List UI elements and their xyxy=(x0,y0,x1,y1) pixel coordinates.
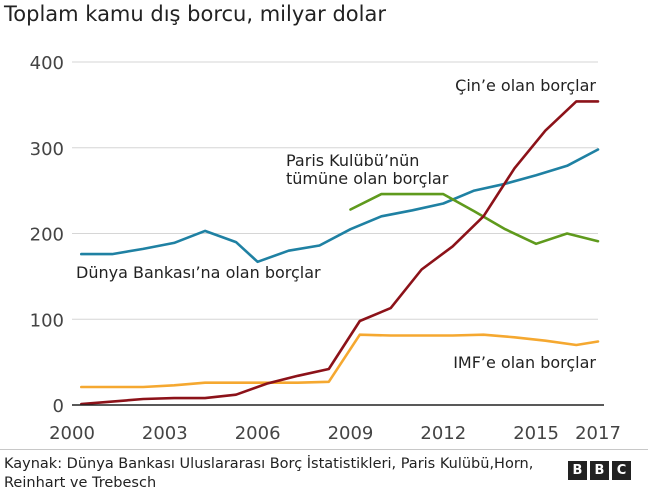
chart-title: Toplam kamu dış borcu, milyar dolar xyxy=(4,2,386,26)
y-tick-label-300: 300 xyxy=(30,139,64,160)
series-line-imf xyxy=(80,333,600,389)
x-tick-label-2000: 2000 xyxy=(49,423,95,444)
series-lines xyxy=(80,100,600,406)
x-tick-label-2012: 2012 xyxy=(420,423,466,444)
x-tick-label-2006: 2006 xyxy=(235,423,281,444)
series-label-world-bank: Dünya Bankası’na olan borçlar xyxy=(76,263,321,282)
gridlines xyxy=(72,61,598,320)
y-axis-tick-labels: 0 100 200 300 400 xyxy=(30,53,64,417)
bbc-logo: B B C xyxy=(568,461,631,480)
series-label-china: Çin’e olan borçlar xyxy=(455,76,596,95)
logo-letter-b2: B xyxy=(590,461,609,480)
series-labels: Dünya Bankası’na olan borçlar Paris Kulüb… xyxy=(76,76,596,372)
series-line-world-bank xyxy=(80,148,600,264)
y-tick-label-0: 0 xyxy=(53,396,64,417)
series-line-china xyxy=(80,100,600,406)
x-tick-label-2015: 2015 xyxy=(513,423,559,444)
source-note: Kaynak: Dünya Bankası Uluslararası Borç … xyxy=(4,456,534,491)
y-tick-label-200: 200 xyxy=(30,225,64,246)
series-label-imf: IMF’e olan borçlar xyxy=(453,353,596,372)
logo-letter-b1: B xyxy=(568,461,587,480)
series-label-paris-club: Paris Kulübü’nün tümüne olan borçlar xyxy=(286,151,449,188)
x-tick-label-2003: 2003 xyxy=(142,423,188,444)
x-axis-tick-labels: 2000 2003 2006 2009 2012 2015 2017 xyxy=(49,423,621,444)
y-tick-label-100: 100 xyxy=(30,310,64,331)
x-tick-label-2009: 2009 xyxy=(328,423,374,444)
footer-divider xyxy=(0,449,648,450)
series-line-paris-club xyxy=(349,192,600,246)
y-tick-label-400: 400 xyxy=(30,53,64,74)
x-tick-label-2017: 2017 xyxy=(575,423,621,444)
logo-letter-c: C xyxy=(612,461,631,480)
